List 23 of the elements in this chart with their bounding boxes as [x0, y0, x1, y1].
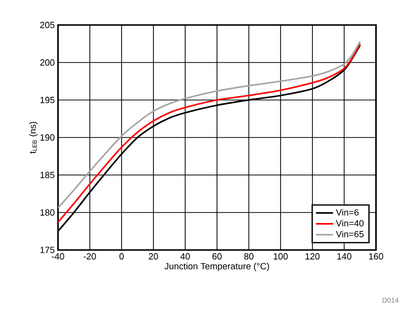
- y-axis-title: t$_{LEB}$ (ns): [29, 122, 38, 154]
- x-tick-label: 0: [119, 253, 124, 260]
- y-tick-label: 200: [40, 59, 54, 66]
- x-tick-label: 20: [148, 253, 158, 260]
- x-tick-label: 140: [337, 253, 352, 260]
- legend-label: Vin=65: [336, 230, 364, 238]
- legend-label: Vin=6: [336, 208, 359, 216]
- x-tick-label: 80: [244, 253, 254, 260]
- x-tick-label: 100: [274, 253, 288, 260]
- x-tick-label: 120: [306, 253, 320, 260]
- y-tick-label: 180: [40, 209, 54, 216]
- y-tick-label: 195: [40, 96, 54, 104]
- y-tick-label: 190: [40, 134, 54, 141]
- x-tick-label: 160: [369, 253, 384, 260]
- x-tick-label: -20: [84, 253, 96, 260]
- x-tick-label: 40: [180, 253, 190, 260]
- legend-label: Vin=40: [336, 220, 364, 226]
- y-tick-label: 205: [40, 22, 54, 28]
- x-axis-title: Junction Temperature (°C): [164, 262, 269, 272]
- x-tick-label: 60: [212, 253, 222, 260]
- y-tick-label: 175: [40, 246, 54, 254]
- x-tick-label: -40: [52, 253, 64, 260]
- y-tick-label: 185: [40, 172, 54, 178]
